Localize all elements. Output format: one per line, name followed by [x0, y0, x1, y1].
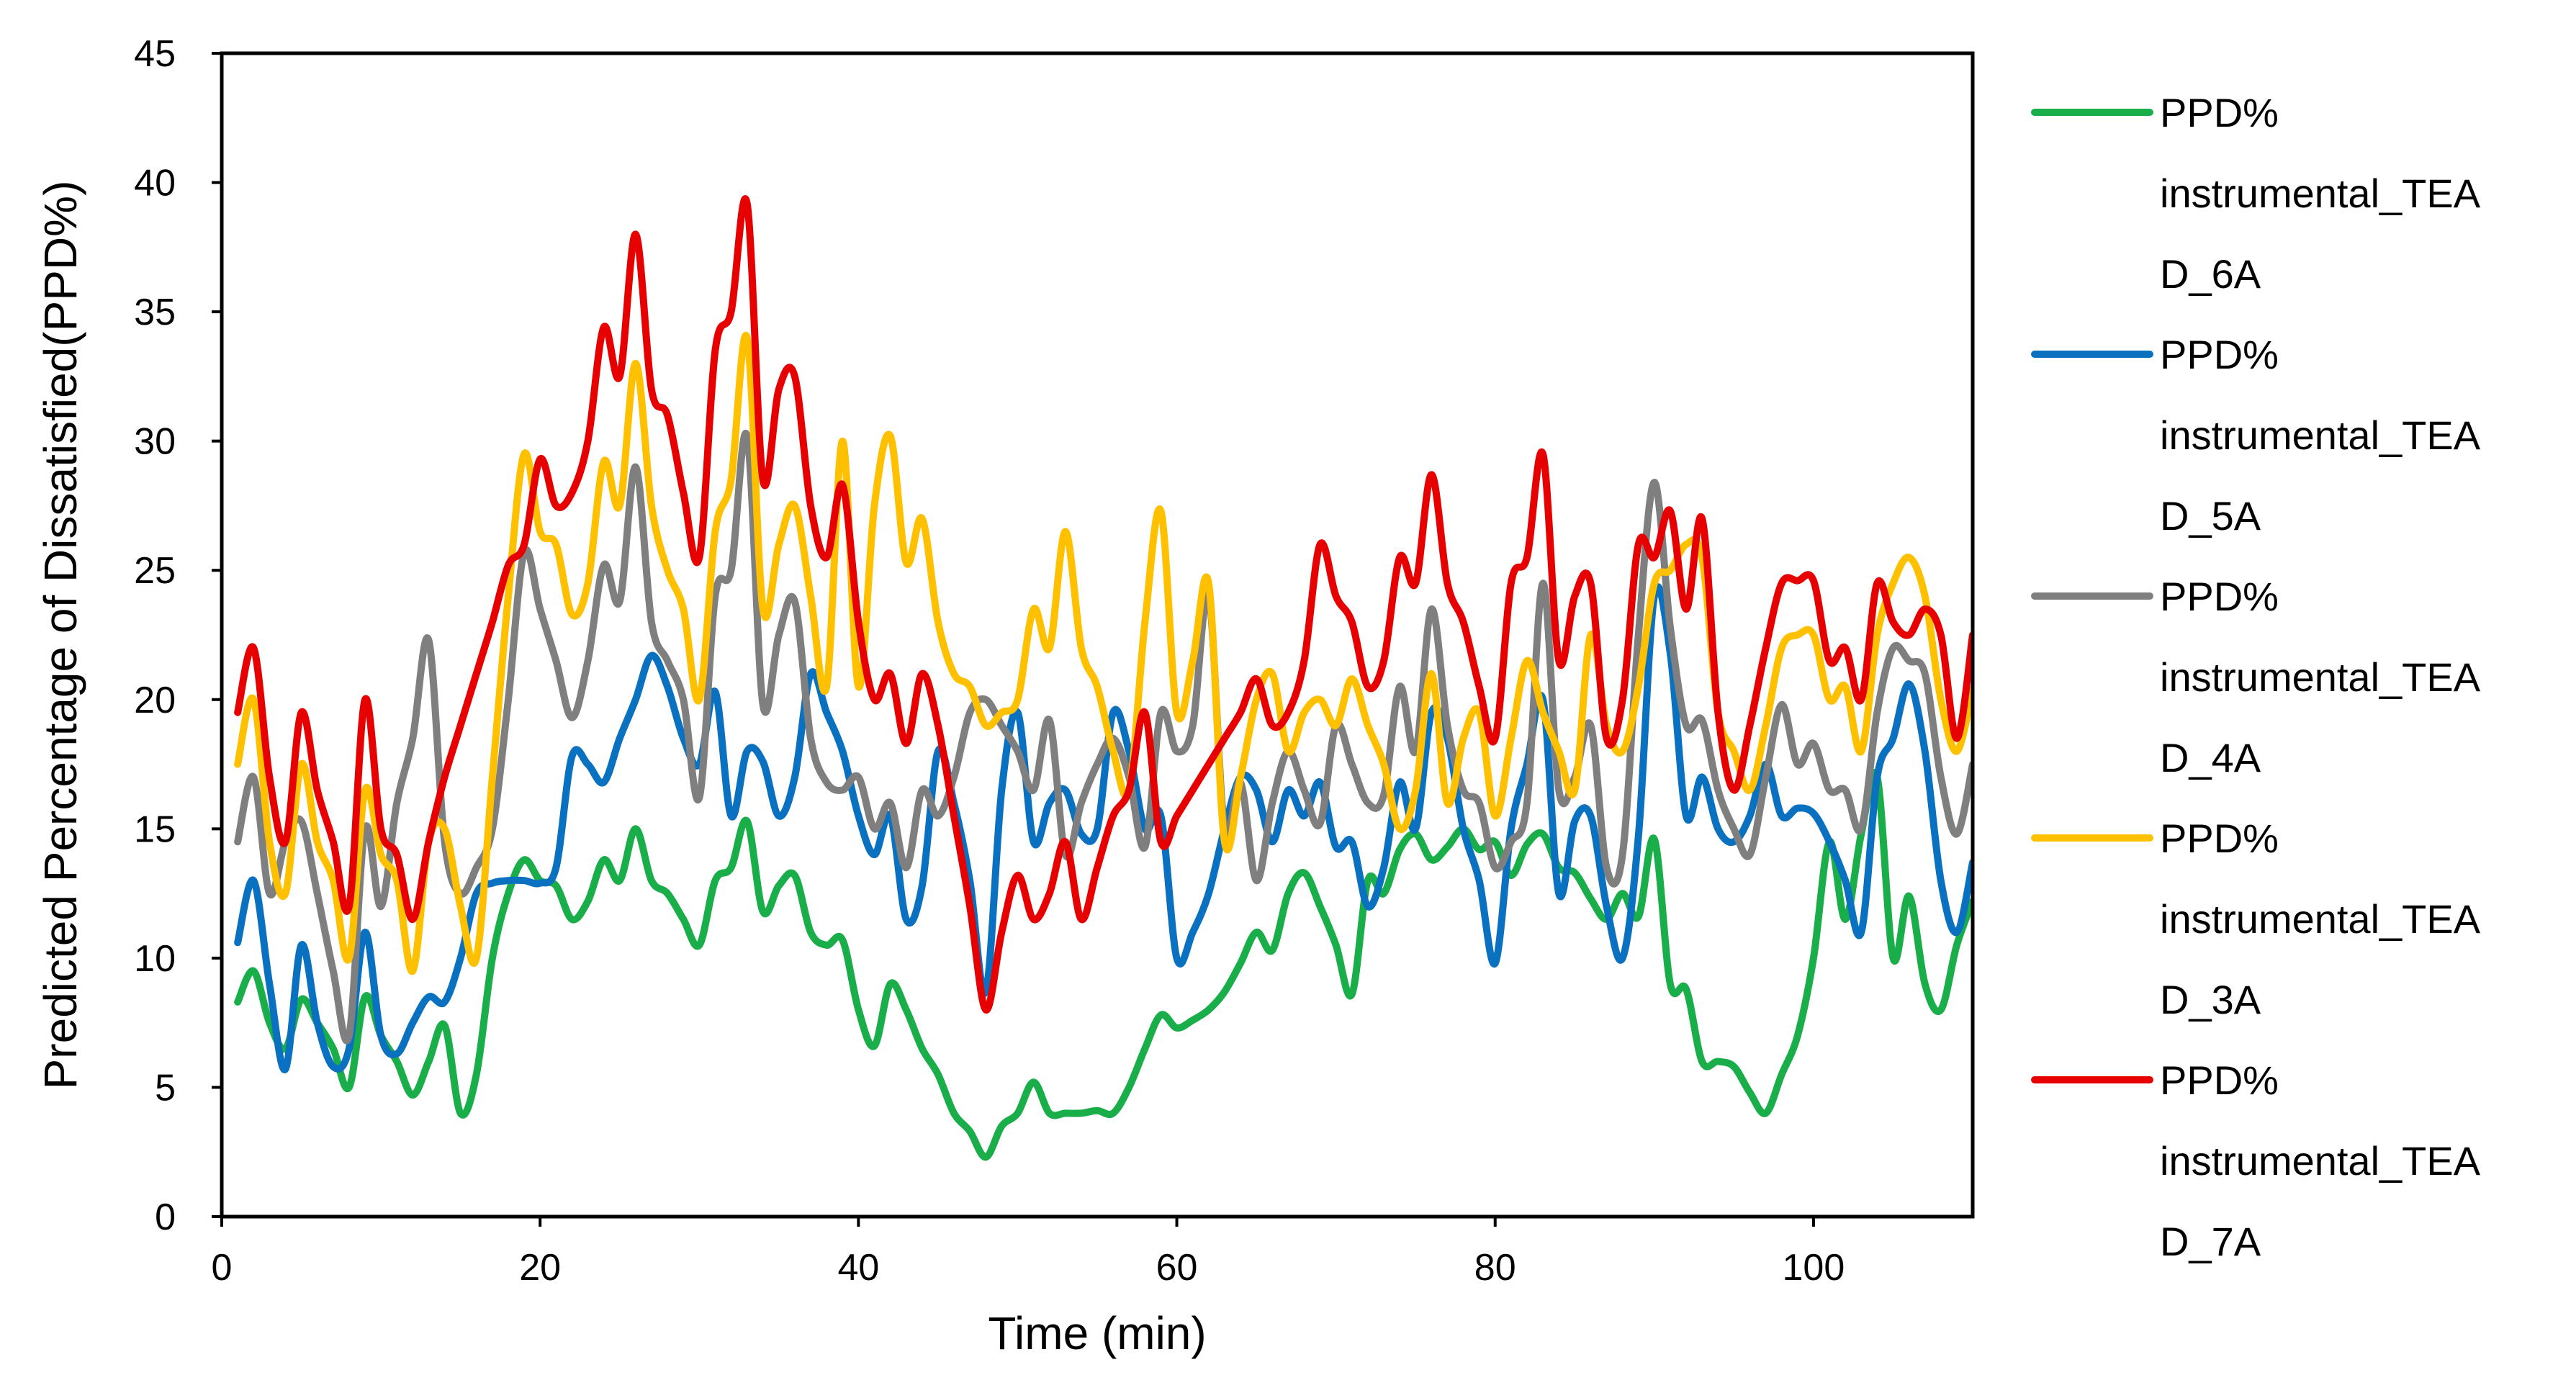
legend-label: instrumental_TEA	[2160, 654, 2481, 700]
series-line-5a	[234, 583, 1973, 1073]
legend-label: D_3A	[2160, 977, 2261, 1022]
legend-label: D_7A	[2160, 1219, 2261, 1264]
x-axis-title: Time (min)	[988, 1307, 1206, 1359]
x-tick-label: 60	[1156, 1247, 1198, 1289]
x-tick-label: 100	[1783, 1247, 1845, 1289]
y-tick-label: 40	[134, 163, 176, 204]
y-axis-title: Predicted Percentage of Dissatisfied(PPD…	[35, 181, 86, 1090]
y-tick-label: 20	[134, 680, 176, 721]
legend-label: PPD%	[2160, 816, 2279, 861]
y-tick-label: 35	[134, 292, 176, 333]
x-axis-ticks: 0 20 40 60 80 100	[212, 1217, 1845, 1289]
legend-label: instrumental_TEA	[2160, 171, 2481, 216]
y-axis-ticks: 0 5 10 15 20 25 30 35 40 45	[134, 33, 222, 1238]
series-line-3a	[234, 331, 1973, 975]
x-tick-label: 20	[519, 1247, 561, 1289]
y-tick-label: 0	[155, 1196, 176, 1238]
legend-label: D_4A	[2160, 735, 2261, 780]
x-tick-label: 40	[837, 1247, 879, 1289]
legend-label: PPD%	[2160, 90, 2279, 135]
legend-label: PPD%	[2160, 574, 2279, 619]
y-tick-label: 10	[134, 938, 176, 980]
series-line-7a	[234, 195, 1973, 1014]
legend-label: instrumental_TEA	[2160, 412, 2481, 458]
series-line-4a	[234, 430, 1973, 1045]
series-lines	[234, 195, 1973, 1161]
legend-label: instrumental_TEA	[2160, 896, 2481, 942]
x-tick-label: 80	[1474, 1247, 1516, 1289]
legend-label: PPD%	[2160, 332, 2279, 377]
y-tick-label: 45	[134, 33, 176, 75]
y-tick-label: 5	[155, 1067, 176, 1109]
series-line-6a	[234, 769, 1973, 1161]
legend: PPD% instrumental_TEA D_6A PPD% instrumental…	[2031, 90, 2481, 1264]
y-tick-label: 25	[134, 550, 176, 592]
legend-label: PPD%	[2160, 1058, 2279, 1103]
legend-label: instrumental_TEA	[2160, 1138, 2481, 1184]
x-tick-label: 0	[212, 1247, 233, 1289]
y-tick-label: 15	[134, 808, 176, 850]
legend-label: D_5A	[2160, 493, 2261, 538]
y-tick-label: 30	[134, 421, 176, 463]
legend-label: D_6A	[2160, 251, 2261, 297]
plot-area-frame	[220, 51, 1975, 1219]
